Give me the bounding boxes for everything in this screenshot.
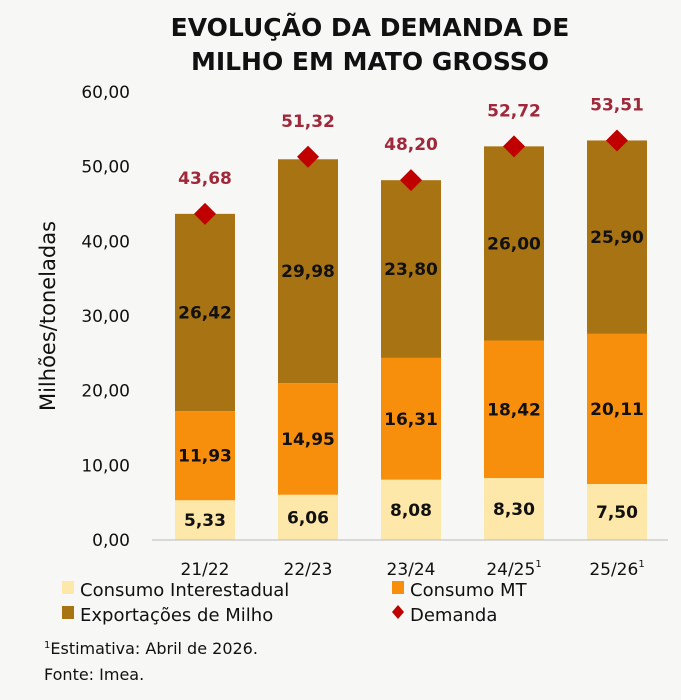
legend-label: Consumo Interestadual bbox=[80, 580, 289, 601]
y-tick-label: 60,00 bbox=[81, 83, 130, 103]
x-tick-label: 24/251 bbox=[486, 559, 541, 580]
segment-label: 8,08 bbox=[390, 501, 432, 521]
bar-segment bbox=[278, 159, 338, 384]
segment-label: 23,80 bbox=[384, 260, 438, 280]
legend-swatch bbox=[62, 606, 74, 619]
chart-title-line-2: MILHO EM MATO GROSSO bbox=[191, 47, 549, 76]
demand-marker bbox=[400, 169, 422, 192]
segment-label: 7,50 bbox=[596, 503, 638, 523]
legend-label: Exportações de Milho bbox=[80, 605, 273, 626]
segment-label: 16,31 bbox=[384, 410, 438, 430]
footnote-text: Estimativa: Abril de 2026. bbox=[50, 639, 258, 658]
x-tick-label: 22/23 bbox=[284, 560, 333, 580]
bar-segment bbox=[484, 146, 544, 341]
demand-label: 51,32 bbox=[281, 112, 335, 132]
bar-segment bbox=[278, 383, 338, 495]
x-tick-superscript: 1 bbox=[535, 559, 541, 570]
y-tick-label: 50,00 bbox=[81, 158, 130, 178]
y-tick-label: 0,00 bbox=[92, 531, 130, 551]
bar-segment bbox=[381, 479, 441, 540]
bar-segment bbox=[175, 213, 235, 412]
bar-segment bbox=[587, 484, 647, 540]
demand-marker bbox=[297, 145, 319, 168]
y-tick-label: 10,00 bbox=[81, 456, 130, 476]
bar-segment bbox=[278, 494, 338, 540]
segment-label: 8,30 bbox=[493, 500, 535, 520]
legend-swatch bbox=[392, 581, 404, 594]
bar-segment bbox=[381, 357, 441, 480]
y-tick-label: 30,00 bbox=[81, 307, 130, 327]
segment-label: 20,11 bbox=[590, 400, 644, 420]
y-tick-label: 40,00 bbox=[81, 232, 130, 252]
legend-swatch-diamond bbox=[392, 605, 404, 619]
segment-label: 6,06 bbox=[287, 508, 329, 528]
bar-segment bbox=[484, 478, 544, 540]
demand-marker bbox=[503, 135, 525, 158]
footnote-estimate: 1Estimativa: Abril de 2026. bbox=[44, 639, 258, 658]
demand-label: 43,68 bbox=[178, 169, 232, 189]
segment-label: 25,90 bbox=[590, 228, 644, 248]
y-axis-label: Milhões/toneladas bbox=[36, 221, 60, 411]
bar-segment bbox=[175, 411, 235, 501]
y-tick-label: 20,00 bbox=[81, 382, 130, 402]
segment-label: 5,33 bbox=[184, 511, 226, 531]
chart-title-line-1: EVOLUÇÃO DA DEMANDA DE bbox=[171, 13, 570, 42]
bar-segment bbox=[587, 140, 647, 334]
legend-label: Consumo MT bbox=[410, 580, 528, 601]
demand-marker bbox=[194, 202, 216, 225]
legend-label: Demanda bbox=[410, 605, 497, 626]
demand-label: 52,72 bbox=[487, 101, 541, 121]
x-tick-label: 25/261 bbox=[589, 559, 644, 580]
demand-marker bbox=[606, 129, 628, 152]
segment-label: 29,98 bbox=[281, 262, 335, 282]
segment-label: 26,00 bbox=[487, 234, 541, 254]
segment-label: 14,95 bbox=[281, 430, 335, 450]
x-tick-label: 21/22 bbox=[181, 560, 230, 580]
legend-swatch bbox=[62, 581, 74, 594]
bar-segment bbox=[175, 500, 235, 540]
demand-label: 48,20 bbox=[384, 135, 438, 155]
demand-label: 53,51 bbox=[590, 95, 644, 115]
x-tick-superscript: 1 bbox=[638, 559, 644, 570]
bar-segment bbox=[587, 333, 647, 484]
x-tick-label: 23/24 bbox=[387, 560, 436, 580]
segment-label: 11,93 bbox=[178, 447, 232, 467]
source-note: Fonte: Imea. bbox=[44, 665, 144, 684]
footnote-marker: 1 bbox=[44, 640, 50, 651]
segment-label: 26,42 bbox=[178, 303, 232, 323]
bar-segment bbox=[381, 180, 441, 358]
segment-label: 18,42 bbox=[487, 400, 541, 420]
bar-segment bbox=[484, 340, 544, 479]
